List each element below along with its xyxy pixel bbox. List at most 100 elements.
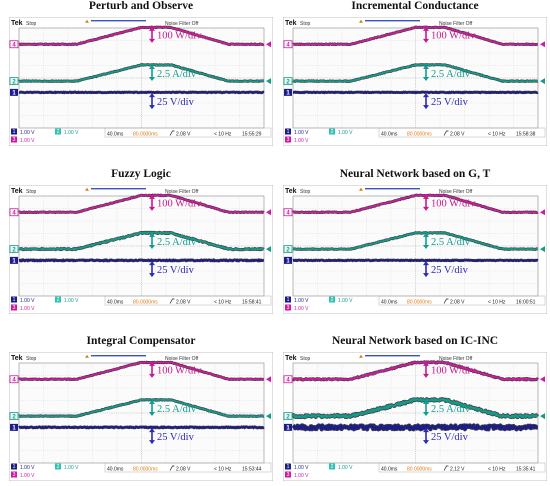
level-marker-icon	[540, 376, 545, 383]
trigger-edge-icon	[443, 298, 449, 304]
scale-label-ch1: 25 V/div	[431, 97, 469, 108]
ch3-scale-readout: 1.00 V	[20, 138, 35, 144]
scale-label-ch1: 25 V/div	[431, 432, 469, 443]
trigger-position-icon	[85, 187, 89, 191]
svg-text:4: 4	[12, 210, 16, 216]
svg-text:3: 3	[287, 472, 290, 478]
scope-svg: Tek Stop Noise Filter Off 4 100 W/div 2 2.5 A/…	[283, 17, 547, 146]
timestamp-readout: 15:58:38	[516, 132, 536, 138]
channel-4-marker-icon: 4	[283, 208, 293, 216]
timebase-readout: 40.0ms	[381, 300, 398, 306]
run-state-label: Stop	[300, 356, 311, 362]
record-length-bar	[91, 188, 146, 190]
panel-title: Neural Network based on G, T	[339, 168, 491, 180]
scale-label-ch4: 100 W/div	[157, 366, 202, 377]
oscilloscope-screen: Tek Stop Noise Filter Off 4 100 W/div 2 2.5 A/…	[283, 352, 547, 481]
trigger-position-readout: 80.0000ms	[407, 132, 432, 138]
channel-2-marker-icon: 2	[9, 412, 19, 420]
scope-panel: Perturb and Observe Tek Stop Noise Filter O…	[9, 0, 273, 146]
ch2-scale-readout: 1.00 V	[338, 130, 353, 136]
svg-text:2: 2	[286, 247, 290, 253]
trace-ch1	[18, 426, 265, 429]
channel-2-marker-icon: 2	[9, 77, 19, 85]
panel-title: Neural Network based on IC-INC	[331, 335, 499, 347]
trace-ch4	[292, 26, 538, 46]
panel-title: Incremental Conductance	[351, 0, 479, 12]
scale-arrow-icon	[149, 233, 155, 249]
scale-label-ch1: 25 V/div	[157, 265, 195, 276]
scale-arrow-icon	[423, 93, 429, 110]
svg-text:4: 4	[286, 42, 290, 48]
level-marker-icon	[540, 209, 545, 216]
channel-1-marker-icon: 1	[284, 256, 292, 265]
tek-logo: Tek	[11, 355, 23, 362]
timebase-readout: 40.0ms	[381, 132, 398, 138]
scope-svg: Tek Stop Noise Filter Off 4 100 W/div 2 2.5 A/…	[283, 352, 547, 481]
scale-label-ch2: 2.5 A/div	[157, 404, 197, 415]
svg-text:4: 4	[286, 210, 290, 216]
level-marker-icon	[266, 209, 271, 216]
trigger-edge-icon	[169, 298, 175, 304]
scale-label-ch4: 100 W/div	[431, 199, 476, 210]
svg-text:2: 2	[57, 297, 60, 303]
tek-logo: Tek	[285, 355, 297, 362]
scale-arrow-icon	[149, 400, 155, 416]
scale-label-ch1: 25 V/div	[157, 97, 195, 108]
svg-text:1: 1	[286, 426, 290, 432]
scale-arrow-icon	[423, 400, 429, 416]
trigger-position-icon	[85, 354, 89, 358]
timebase-readout: 40.0ms	[107, 132, 124, 138]
trigger-level-readout: 2.12 V	[450, 467, 465, 473]
record-length-bar	[91, 20, 146, 22]
trace-ch2	[292, 397, 539, 419]
channel-1-marker-icon: 1	[10, 88, 18, 97]
ch3-scale-readout: 1.00 V	[294, 138, 309, 144]
trigger-edge-icon	[169, 465, 175, 471]
trace-ch1	[18, 91, 265, 94]
scale-arrow-icon	[149, 261, 155, 278]
svg-text:1: 1	[287, 464, 290, 470]
timestamp-readout: 15:35:41	[516, 467, 536, 473]
timebase-readout: 40.0ms	[107, 467, 124, 473]
trigger-level-readout: 2.08 V	[450, 132, 465, 138]
oscilloscope-screen: Tek Stop Noise Filter Off 4 100 W/div 2 2.5 A/…	[9, 352, 273, 481]
timestamp-readout: 16:00:51	[516, 300, 536, 306]
svg-text:1: 1	[12, 91, 16, 97]
scope-footer: 1 1.00 V 2 1.00 V 3 1.00 V 40.0ms 80.0000ms 2.08…	[11, 127, 272, 144]
scale-label-ch2: 2.5 A/div	[157, 69, 197, 80]
channel-2-marker-icon: 2	[283, 77, 293, 85]
channel-1-marker-icon: 1	[10, 256, 18, 265]
noise-filter-label: Noise Filter Off	[439, 189, 473, 195]
svg-text:1: 1	[13, 297, 16, 303]
tek-logo: Tek	[285, 188, 297, 195]
scale-arrow-icon	[423, 428, 429, 445]
trigger-position-readout: 80.0000ms	[407, 300, 432, 306]
frequency-readout: < 10 Hz	[214, 467, 232, 473]
oscilloscope-screen: Tek Stop Noise Filter Off 4 100 W/div 2 2.5 A/…	[9, 185, 273, 314]
scale-label-ch1: 25 V/div	[157, 432, 195, 443]
tek-logo: Tek	[11, 188, 23, 195]
timebase-readout: 40.0ms	[107, 300, 124, 306]
svg-text:4: 4	[12, 377, 16, 383]
trigger-edge-icon	[443, 130, 449, 136]
channel-4-marker-icon: 4	[9, 208, 19, 216]
panel-title: Integral Compensator	[86, 335, 196, 347]
svg-text:3: 3	[287, 137, 290, 143]
scale-arrow-icon	[149, 93, 155, 110]
trigger-position-icon	[359, 19, 363, 23]
svg-text:1: 1	[13, 129, 16, 135]
ch2-scale-readout: 1.00 V	[338, 298, 353, 304]
scale-label-ch4: 100 W/div	[431, 31, 476, 42]
ch3-scale-readout: 1.00 V	[294, 306, 309, 312]
scope-footer: 1 1.00 V 2 1.00 V 3 1.00 V 40.0ms 80.0000ms 2.12…	[285, 462, 546, 479]
svg-text:1: 1	[12, 426, 16, 432]
trace-ch4	[292, 360, 539, 381]
channel-2-marker-icon: 2	[283, 412, 293, 420]
scale-label-ch4: 100 W/div	[431, 366, 476, 377]
svg-text:1: 1	[12, 259, 16, 265]
level-marker-icon	[540, 41, 545, 48]
svg-text:2: 2	[331, 297, 334, 303]
timebase-readout: 40.0ms	[381, 467, 398, 473]
svg-text:3: 3	[13, 472, 16, 478]
channel-4-marker-icon: 4	[283, 375, 293, 383]
